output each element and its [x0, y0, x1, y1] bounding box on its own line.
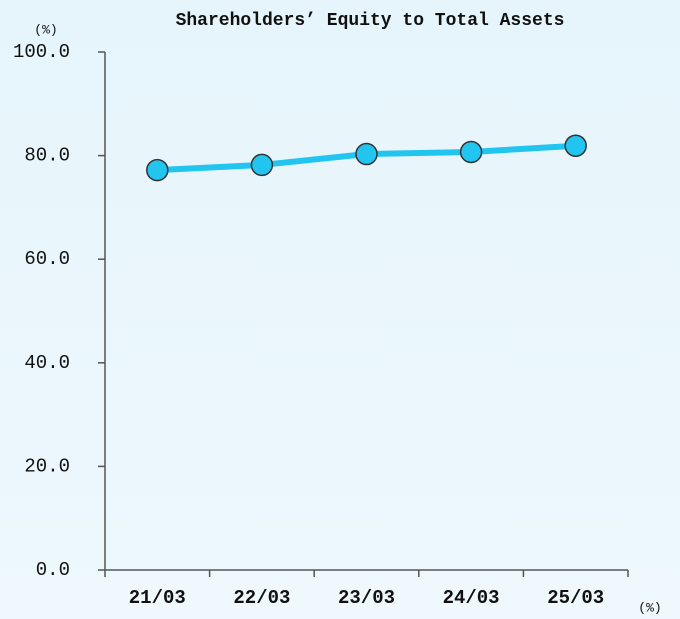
- y-tick-label: 80.0: [24, 145, 70, 167]
- x-tick-label: 24/03: [443, 587, 500, 609]
- y-tick-label: 60.0: [24, 248, 70, 270]
- point: [564, 134, 587, 158]
- y-tick-label: 20.0: [24, 455, 70, 477]
- point: [250, 153, 274, 177]
- point: [355, 142, 378, 166]
- point: [459, 140, 483, 164]
- point: [146, 158, 169, 182]
- x-tick-label: 23/03: [338, 587, 395, 609]
- chart-title: Shareholders’ Equity to Total Assets: [176, 11, 565, 31]
- x-unit-label: (%): [638, 600, 661, 615]
- x-tick-label: 22/03: [233, 587, 290, 609]
- y-tick-label: 100.0: [13, 41, 70, 63]
- y-unit-label: (%): [34, 22, 57, 37]
- x-tick-label: 25/03: [547, 587, 604, 609]
- y-tick-label: 0.0: [36, 559, 70, 581]
- y-tick-label: 40.0: [24, 352, 70, 374]
- x-tick-label: 21/03: [129, 587, 186, 609]
